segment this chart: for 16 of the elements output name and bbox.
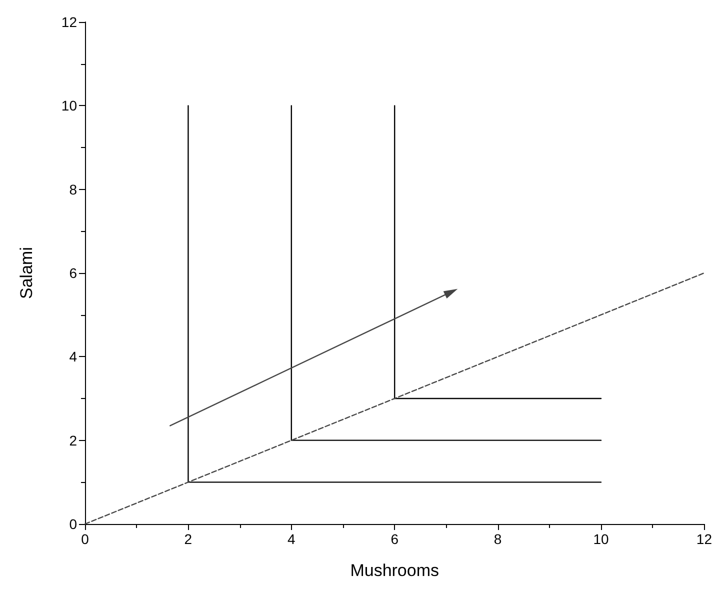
y-tick-label: 12 (61, 14, 78, 30)
x-tick-label: 2 (184, 531, 192, 547)
y-tick-label: 4 (69, 348, 78, 365)
x-tick-label: 12 (696, 531, 712, 547)
x-tick-label: 0 (81, 531, 90, 547)
y-tick-label: 6 (69, 265, 78, 281)
y-tick-label: 0 (69, 516, 78, 532)
y-tick-label: 10 (61, 98, 78, 114)
x-tick-label: 10 (593, 531, 610, 547)
x-tick-label: 4 (288, 531, 296, 547)
y-tick-label: 2 (69, 432, 78, 448)
y-axis-title: Salami (17, 247, 36, 299)
x-tick-label: 8 (494, 531, 502, 547)
y-tick-label: 8 (69, 181, 78, 198)
x-axis-title: Mushrooms (350, 561, 440, 580)
x-tick-label: 6 (390, 531, 399, 547)
